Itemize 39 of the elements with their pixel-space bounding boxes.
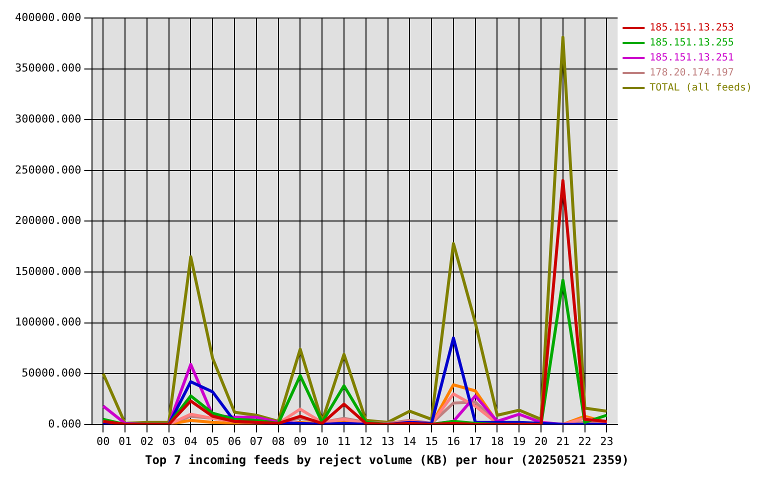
x-tick-label: 10	[315, 434, 329, 448]
x-tick-label: 19	[512, 434, 526, 448]
x-tick-label: 18	[490, 434, 504, 448]
y-tick-label: 0.000	[48, 417, 82, 430]
x-tick-label: 07	[250, 434, 264, 448]
y-tick-label: 50000.000	[22, 366, 82, 380]
legend-label: 185.151.13.251	[650, 52, 734, 64]
y-tick-label: 200000.000	[14, 214, 82, 228]
x-tick-label: 20	[534, 434, 548, 448]
x-tick-label: 22	[578, 434, 592, 448]
y-tick-label: 250000.000	[14, 163, 82, 176]
x-tick-label: 05	[206, 434, 220, 448]
x-tick-label: 08	[272, 434, 285, 448]
x-tick-label: 15	[424, 434, 438, 448]
x-tick-label: 14	[403, 434, 417, 448]
x-tick-label: 09	[294, 434, 307, 448]
y-tick-label: 150000.000	[14, 264, 82, 278]
x-tick-label: 17	[468, 434, 482, 448]
y-tick-label: 100000.000	[14, 316, 82, 329]
x-tick-label: 00	[96, 434, 110, 448]
x-tick-label: 11	[337, 434, 351, 448]
legend-label: 185.151.13.253	[650, 22, 734, 34]
x-tick-label: 03	[162, 434, 176, 448]
legend-label: 178.20.174.197	[650, 68, 734, 79]
y-tick-label: 300000.000	[14, 112, 82, 126]
x-tick-label: 06	[228, 434, 242, 448]
x-tick-label: 01	[118, 434, 132, 448]
y-tick-label: 400000.000	[14, 10, 82, 24]
x-tick-label: 13	[381, 434, 394, 448]
x-tick-label: 23	[600, 434, 614, 448]
x-tick-label: 04	[184, 434, 198, 448]
x-tick-label: 16	[446, 434, 460, 448]
x-tick-label: 21	[556, 434, 570, 448]
legend-label: 185.151.13.255	[650, 38, 734, 49]
x-tick-label: 12	[359, 434, 373, 448]
y-tick-label: 350000.000	[14, 62, 82, 75]
x-tick-label: 02	[140, 434, 154, 448]
text: Top 7 incoming feeds by reject volume (KB) per hour (20250521 2359)	[144, 452, 630, 467]
legend-label: TOTAL (all feeds)	[650, 82, 752, 94]
